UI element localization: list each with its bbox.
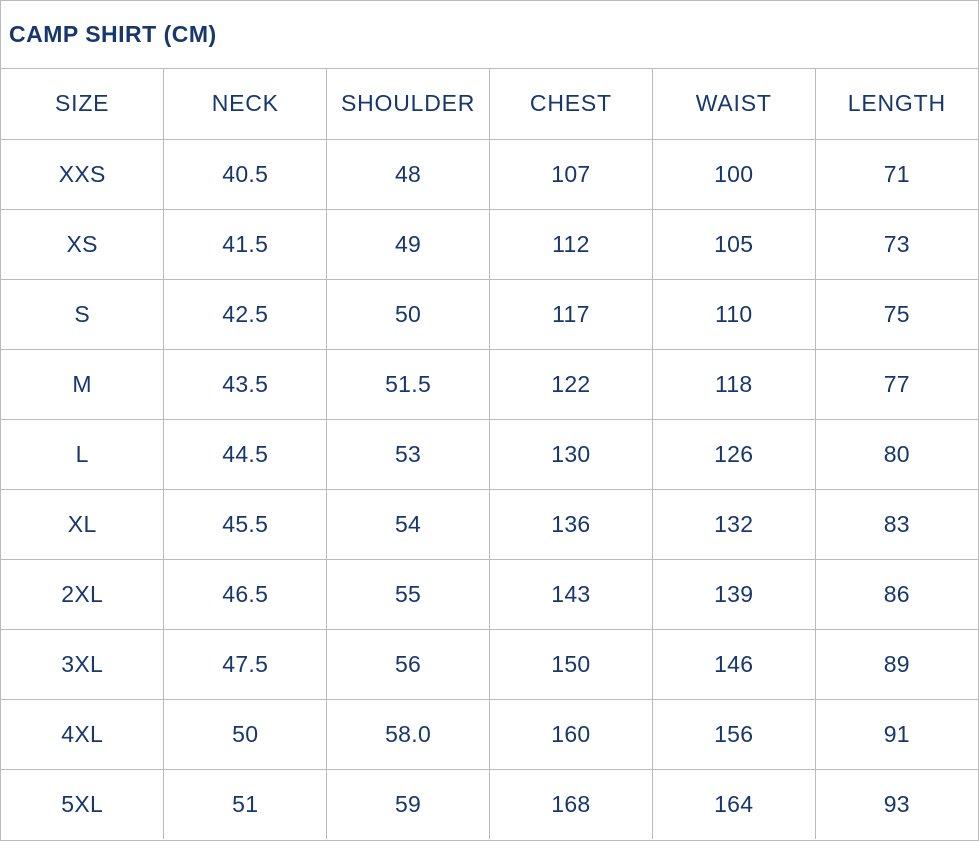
measurement-cell: 122 <box>488 348 653 420</box>
measurement-cell: 77 <box>814 348 979 420</box>
measurement-cell: 112 <box>488 208 653 280</box>
measurement-cell: 83 <box>814 488 979 560</box>
table-row-s: S 42.5 50 117 110 75 <box>0 278 979 350</box>
measurement-cell: 143 <box>488 558 653 630</box>
measurement-cell: 41.5 <box>163 208 328 280</box>
measurement-cell: 50 <box>326 278 490 350</box>
column-header-size: SIZE <box>0 68 165 140</box>
measurement-cell: 130 <box>488 418 653 490</box>
size-label-cell: 5XL <box>0 768 165 840</box>
table-row-xs: XS 41.5 49 112 105 73 <box>0 208 979 280</box>
measurement-cell: 42.5 <box>163 278 328 350</box>
measurement-cell: 100 <box>651 138 816 210</box>
measurement-cell: 49 <box>326 208 490 280</box>
measurement-cell: 146 <box>651 628 816 700</box>
measurement-cell: 136 <box>488 488 653 560</box>
size-label-cell: XS <box>0 208 165 280</box>
size-table: SIZE NECK SHOULDER CHEST WAIST LENGTH XXS 40.5… <box>0 68 979 840</box>
measurement-cell: 118 <box>651 348 816 420</box>
measurement-cell: 54 <box>326 488 490 560</box>
measurement-cell: 51 <box>163 768 328 840</box>
chart-title: CAMP SHIRT (CM) <box>9 21 217 47</box>
table-row-xl: XL 45.5 54 136 132 83 <box>0 488 979 560</box>
measurement-cell: 132 <box>651 488 816 560</box>
measurement-cell: 50 <box>163 698 328 770</box>
measurement-cell: 55 <box>326 558 490 630</box>
measurement-cell: 75 <box>814 278 979 350</box>
table-row-2xl: 2XL 46.5 55 143 139 86 <box>0 558 979 630</box>
measurement-cell: 80 <box>814 418 979 490</box>
measurement-cell: 43.5 <box>163 348 328 420</box>
measurement-cell: 45.5 <box>163 488 328 560</box>
measurement-cell: 40.5 <box>163 138 328 210</box>
column-header-neck: NECK <box>163 68 328 140</box>
measurement-cell: 160 <box>488 698 653 770</box>
measurement-cell: 93 <box>814 768 979 840</box>
measurement-cell: 150 <box>488 628 653 700</box>
measurement-cell: 89 <box>814 628 979 700</box>
measurement-cell: 46.5 <box>163 558 328 630</box>
measurement-cell: 117 <box>488 278 653 350</box>
table-row-xxs: XXS 40.5 48 107 100 71 <box>0 138 979 210</box>
measurement-cell: 126 <box>651 418 816 490</box>
measurement-cell: 71 <box>814 138 979 210</box>
table-row-m: M 43.5 51.5 122 118 77 <box>0 348 979 420</box>
column-header-waist: WAIST <box>651 68 816 140</box>
measurement-cell: 51.5 <box>326 348 490 420</box>
measurement-cell: 48 <box>326 138 490 210</box>
measurement-cell: 44.5 <box>163 418 328 490</box>
measurement-cell: 107 <box>488 138 653 210</box>
size-label-cell: S <box>0 278 165 350</box>
size-label-cell: L <box>0 418 165 490</box>
measurement-cell: 139 <box>651 558 816 630</box>
size-label-cell: XL <box>0 488 165 560</box>
column-header-length: LENGTH <box>814 68 979 140</box>
measurement-cell: 105 <box>651 208 816 280</box>
measurement-cell: 47.5 <box>163 628 328 700</box>
size-label-cell: 2XL <box>0 558 165 630</box>
measurement-cell: 168 <box>488 768 653 840</box>
table-row-4xl: 4XL 50 58.0 160 156 91 <box>0 698 979 770</box>
table-row-5xl: 5XL 51 59 168 164 93 <box>0 768 979 840</box>
measurement-cell: 110 <box>651 278 816 350</box>
measurement-cell: 56 <box>326 628 490 700</box>
measurement-cell: 58.0 <box>326 698 490 770</box>
size-label-cell: XXS <box>0 138 165 210</box>
table-row-3xl: 3XL 47.5 56 150 146 89 <box>0 628 979 700</box>
measurement-cell: 59 <box>326 768 490 840</box>
measurement-cell: 156 <box>651 698 816 770</box>
measurement-cell: 91 <box>814 698 979 770</box>
measurement-cell: 86 <box>814 558 979 630</box>
measurement-cell: 164 <box>651 768 816 840</box>
size-label-cell: 4XL <box>0 698 165 770</box>
column-header-shoulder: SHOULDER <box>326 68 490 140</box>
column-header-chest: CHEST <box>488 68 653 140</box>
measurement-cell: 73 <box>814 208 979 280</box>
header-row: SIZE NECK SHOULDER CHEST WAIST LENGTH <box>0 68 979 140</box>
measurement-cell: 53 <box>326 418 490 490</box>
chart-title-row: CAMP SHIRT (CM) <box>1 1 978 69</box>
size-label-cell: M <box>0 348 165 420</box>
size-label-cell: 3XL <box>0 628 165 700</box>
table-row-l: L 44.5 53 130 126 80 <box>0 418 979 490</box>
